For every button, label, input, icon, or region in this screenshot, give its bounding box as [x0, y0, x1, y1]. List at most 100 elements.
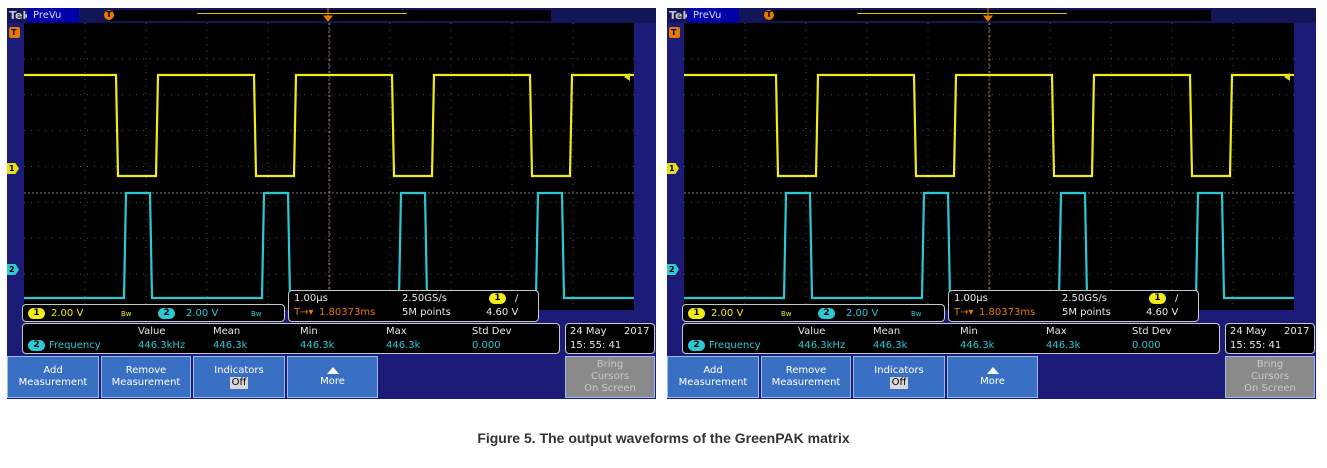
trigger-position: 1.80373ms — [979, 307, 1036, 318]
ch1-scale: 2.00 V — [51, 308, 84, 319]
meas-header-value: Value — [138, 326, 166, 337]
record-view-line — [857, 13, 1067, 14]
measurement-panel[interactable]: Value Mean Min Max Std Dev 2 Frequency 4… — [682, 323, 1220, 354]
remove-measurement-label-2: Measurement — [111, 377, 181, 388]
ch2-scale: 2.00 V — [846, 308, 879, 319]
indicators-button[interactable]: Indicators Off — [853, 356, 945, 398]
remove-measurement-button[interactable]: Remove Measurement — [761, 356, 851, 398]
horizontal-info-box[interactable]: 1.00µs T→▾ 1.80373ms 2.50GS/s 5M points … — [948, 290, 1199, 322]
more-label: More — [320, 375, 345, 387]
sample-rate: 2.50GS/s — [1062, 293, 1107, 304]
ch1-badge: 1 — [28, 308, 45, 319]
ch2-badge: 2 — [158, 308, 175, 319]
record-length: 5M points — [1062, 307, 1111, 318]
meas-header-max: Max — [386, 326, 407, 337]
date: 24 May — [1230, 326, 1267, 337]
figure-caption: Figure 5. The output waveforms of the Gr… — [477, 430, 850, 446]
trigger-position-label: T→▾ — [294, 307, 314, 318]
add-measurement-label-1: Add — [43, 365, 63, 376]
ch1-marker-icon[interactable]: 1 — [7, 163, 19, 174]
indicators-label: Indicators — [874, 365, 924, 376]
trigger-slope: / — [515, 293, 519, 304]
ch2-scale: 2.00 V — [186, 308, 219, 319]
more-button[interactable]: More — [287, 356, 378, 398]
bring-cursors-label-1: Bring — [1256, 359, 1284, 370]
oscilloscope-screen-left: Tek PreVu T T 1 2 1 2.00 V Bw 2 2.00 V B… — [7, 8, 656, 399]
add-measurement-button[interactable]: Add Measurement — [7, 356, 99, 398]
meas-header-min: Min — [300, 326, 318, 337]
bring-cursors-on-screen-button[interactable]: Bring Cursors On Screen — [1225, 356, 1315, 398]
trigger-source-badge: 1 — [1149, 293, 1166, 304]
top-status-bar: Tek PreVu T — [667, 8, 1316, 23]
more-button[interactable]: More — [947, 356, 1038, 398]
trigger-source-badge: 1 — [489, 293, 506, 304]
meas-header-value: Value — [798, 326, 826, 337]
add-measurement-button[interactable]: Add Measurement — [667, 356, 759, 398]
more-caret-icon — [326, 366, 339, 374]
trigger-position-icon — [983, 8, 993, 22]
trigger-marker-icon: T — [764, 10, 774, 20]
trigger-position: 1.80373ms — [319, 307, 376, 318]
oscilloscope-screen-right: Tek PreVu T T 1 2 1 2.00 V Bw 2 2.00 V B… — [667, 8, 1316, 399]
acquisition-state: PreVu — [687, 8, 739, 23]
time: 15: 55: 41 — [1230, 340, 1282, 351]
trigger-marker-icon: T — [9, 27, 20, 38]
ch1-waveform — [24, 73, 634, 178]
more-label: More — [980, 375, 1005, 387]
bring-cursors-on-screen-button[interactable]: Bring Cursors On Screen — [565, 356, 655, 398]
year: 2017 — [624, 326, 650, 337]
add-measurement-label-2: Measurement — [18, 377, 88, 388]
indicators-state: Off — [229, 377, 249, 389]
meas-name: Frequency — [709, 340, 761, 351]
ch2-badge: 2 — [818, 308, 835, 319]
channel-info-box[interactable]: 1 2.00 V Bw 2 2.00 V Bw — [22, 304, 285, 322]
bring-cursors-label-3: On Screen — [1244, 383, 1296, 394]
remove-measurement-label-2: Measurement — [771, 377, 841, 388]
meas-max: 446.3k — [1046, 340, 1081, 351]
bring-cursors-label-2: Cursors — [590, 371, 630, 382]
meas-value: 446.3kHz — [138, 340, 186, 351]
add-measurement-label-2: Measurement — [678, 377, 748, 388]
add-measurement-label-1: Add — [703, 365, 723, 376]
ch1-marker-icon[interactable]: 1 — [667, 163, 679, 174]
bring-cursors-label-1: Bring — [596, 359, 624, 370]
record-length: 5M points — [402, 307, 451, 318]
indicators-button[interactable]: Indicators Off — [193, 356, 285, 398]
ch1-badge: 1 — [688, 308, 705, 319]
waveform-graticule — [24, 23, 634, 310]
year: 2017 — [1284, 326, 1310, 337]
indicators-state: Off — [889, 377, 909, 389]
meas-stddev: 0.000 — [1132, 340, 1161, 351]
ch2-bw-icon: Bw — [251, 310, 262, 318]
trigger-level: 4.60 V — [486, 307, 519, 318]
meas-mean: 446.3k — [873, 340, 908, 351]
measurement-panel[interactable]: Value Mean Min Max Std Dev 2 Frequency 4… — [22, 323, 560, 354]
meas-header-max: Max — [1046, 326, 1067, 337]
horizontal-info-box[interactable]: 1.00µs T→▾ 1.80373ms 2.50GS/s 5M points … — [288, 290, 539, 322]
ch2-marker-icon[interactable]: 2 — [667, 264, 679, 275]
trigger-marker-icon: T — [669, 27, 680, 38]
brand-logo: Tek — [9, 9, 30, 22]
meas-header-stddev: Std Dev — [472, 326, 512, 337]
waveform-graticule — [684, 23, 1294, 310]
meas-name: Frequency — [49, 340, 101, 351]
more-caret-icon — [986, 366, 999, 374]
trigger-level: 4.60 V — [1146, 307, 1179, 318]
ch2-bw-icon: Bw — [911, 310, 922, 318]
trigger-level-icon — [624, 73, 630, 81]
meas-stddev: 0.000 — [472, 340, 501, 351]
meas-min: 446.3k — [960, 340, 995, 351]
channel-info-box[interactable]: 1 2.00 V Bw 2 2.00 V Bw — [682, 304, 945, 322]
ch1-scale: 2.00 V — [711, 308, 744, 319]
ch1-waveform — [684, 73, 1294, 178]
record-view-line — [197, 13, 407, 14]
meas-header-min: Min — [960, 326, 978, 337]
date: 24 May — [570, 326, 607, 337]
ch2-marker-icon[interactable]: 2 — [7, 264, 19, 275]
timebase: 1.00µs — [294, 293, 328, 304]
meas-value: 446.3kHz — [798, 340, 846, 351]
timebase: 1.00µs — [954, 293, 988, 304]
remove-measurement-button[interactable]: Remove Measurement — [101, 356, 191, 398]
remove-measurement-label-1: Remove — [785, 365, 827, 376]
meas-mean: 446.3k — [213, 340, 248, 351]
